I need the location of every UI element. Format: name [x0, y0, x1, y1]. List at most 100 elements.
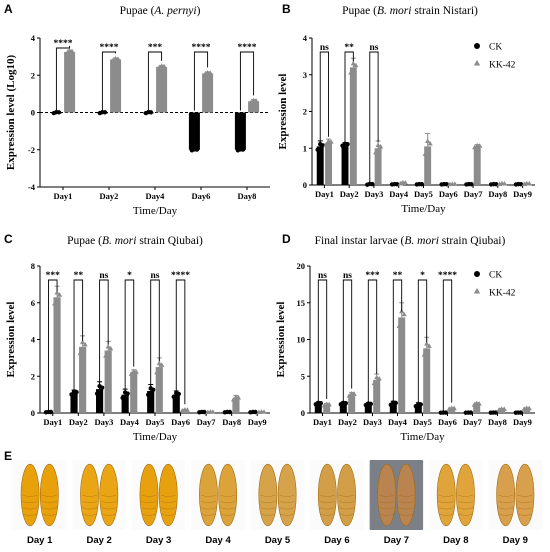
x-tick-label: Day6 [171, 417, 190, 427]
kk42-bar [348, 394, 356, 413]
pupa-segment [438, 494, 454, 497]
ck-bar [172, 394, 180, 413]
pupa-segment [457, 507, 474, 510]
pupa-segment [319, 507, 335, 510]
ck-point [468, 410, 473, 415]
pupa-segment [379, 494, 395, 497]
ck-point [469, 181, 474, 187]
title-part: A. pernyi [153, 5, 196, 17]
pupae-day-label: Day 7 [384, 535, 409, 546]
title-part: strain Qiubai) [439, 235, 506, 247]
title-part: B. mori [404, 235, 439, 247]
y-tick-label: 6 [31, 298, 35, 308]
pupa-segment [517, 494, 533, 497]
significance-label: **** [192, 43, 211, 53]
kk42-point [396, 323, 402, 328]
significance-bracket [101, 51, 117, 111]
kk42-point [472, 144, 478, 150]
significance-bracket [124, 279, 135, 393]
kk42-bar [473, 146, 481, 185]
kk42-bar [202, 73, 214, 113]
significance-bracket [99, 279, 109, 388]
significance-bracket [367, 279, 378, 403]
ck-point [493, 181, 499, 187]
title-part: B. mori [102, 235, 137, 247]
ck-point [99, 385, 105, 390]
x-tick-label: Day8 [238, 191, 257, 201]
x-tick-label: Day5 [413, 417, 432, 427]
pupa-shape [317, 463, 337, 527]
x-tick-label: Day9 [513, 417, 532, 427]
pupa-segment [81, 501, 98, 504]
y-axis-label: Expression level [275, 302, 287, 378]
significance-label: **** [54, 39, 73, 49]
pupa-segment [438, 501, 454, 504]
significance-bracket [369, 51, 379, 183]
y-tick-label: 0 [301, 408, 305, 418]
ck-point [315, 147, 320, 152]
ck-bar [314, 403, 322, 413]
ck-bar [70, 392, 78, 413]
kk42-point [426, 343, 432, 348]
kk42-bar [373, 379, 381, 413]
pupa-segment [200, 513, 217, 516]
legend-kk42-label: KK-42 [489, 289, 516, 299]
ck-point [94, 391, 100, 396]
x-tick-label: Day4 [388, 417, 408, 427]
x-axis-label: Time/Day [400, 431, 445, 443]
y-axis-label: Expression level (Log10) [5, 55, 17, 171]
y-tick-label: 3 [303, 70, 307, 80]
y-tick-label: 5 [301, 371, 305, 381]
x-tick-label: Day8 [488, 417, 507, 427]
kk42-point [184, 407, 190, 412]
kk42-point [82, 341, 88, 347]
ck-point [443, 410, 448, 415]
kk42-point [476, 401, 482, 406]
pupae-day-label: Day 5 [265, 535, 291, 546]
kk42-point [501, 180, 508, 186]
kk42-point [424, 341, 430, 346]
ck-point [202, 409, 207, 415]
pupa-shape [515, 463, 535, 527]
ck-point [343, 400, 348, 406]
pupa-segment [41, 501, 57, 504]
ck-point [493, 410, 498, 415]
x-axis-label: Time/Day [133, 205, 178, 217]
significance-label: **** [438, 271, 457, 281]
pupa-shape [139, 463, 159, 527]
ck-point [171, 394, 176, 400]
pupa-segment [22, 501, 38, 504]
pupa-segment [160, 494, 176, 497]
significance-label: ns [369, 43, 378, 53]
significance-label: ns [151, 271, 160, 281]
pupa-segment [220, 501, 236, 504]
pupa-shape [199, 463, 218, 527]
pupa-shape [496, 463, 516, 527]
x-tick-label: Day6 [192, 191, 211, 201]
pupa-shape [258, 463, 278, 527]
x-tick-label: Day5 [414, 189, 433, 199]
pupa-shape [80, 463, 99, 527]
title-part: Pupae ( [120, 5, 155, 17]
x-tick-label: Day2 [338, 417, 357, 427]
y-axis-label: Expression level [277, 74, 289, 150]
pupa-segment [160, 513, 176, 516]
ck-point [318, 400, 323, 406]
ck-point [151, 387, 156, 392]
kk42-point [323, 142, 329, 147]
pupa-segment [220, 507, 236, 510]
legend-ck-label: CK [489, 271, 502, 281]
kk42-point [248, 99, 254, 105]
pupa-segment [141, 513, 157, 516]
pupa-segment [379, 513, 395, 516]
pupa-shape [277, 463, 297, 527]
kk42-point [51, 301, 58, 306]
y-tick-label: 8 [31, 261, 35, 271]
panel-c-title: Pupae (B. mori strain Qiubai) [67, 235, 203, 247]
pupa-segment [260, 501, 276, 504]
ck-point [368, 401, 373, 407]
pupa-shape [39, 463, 59, 527]
kk42-point [103, 353, 109, 358]
pupa-segment [517, 507, 533, 510]
y-tick-label: 2 [303, 107, 307, 117]
